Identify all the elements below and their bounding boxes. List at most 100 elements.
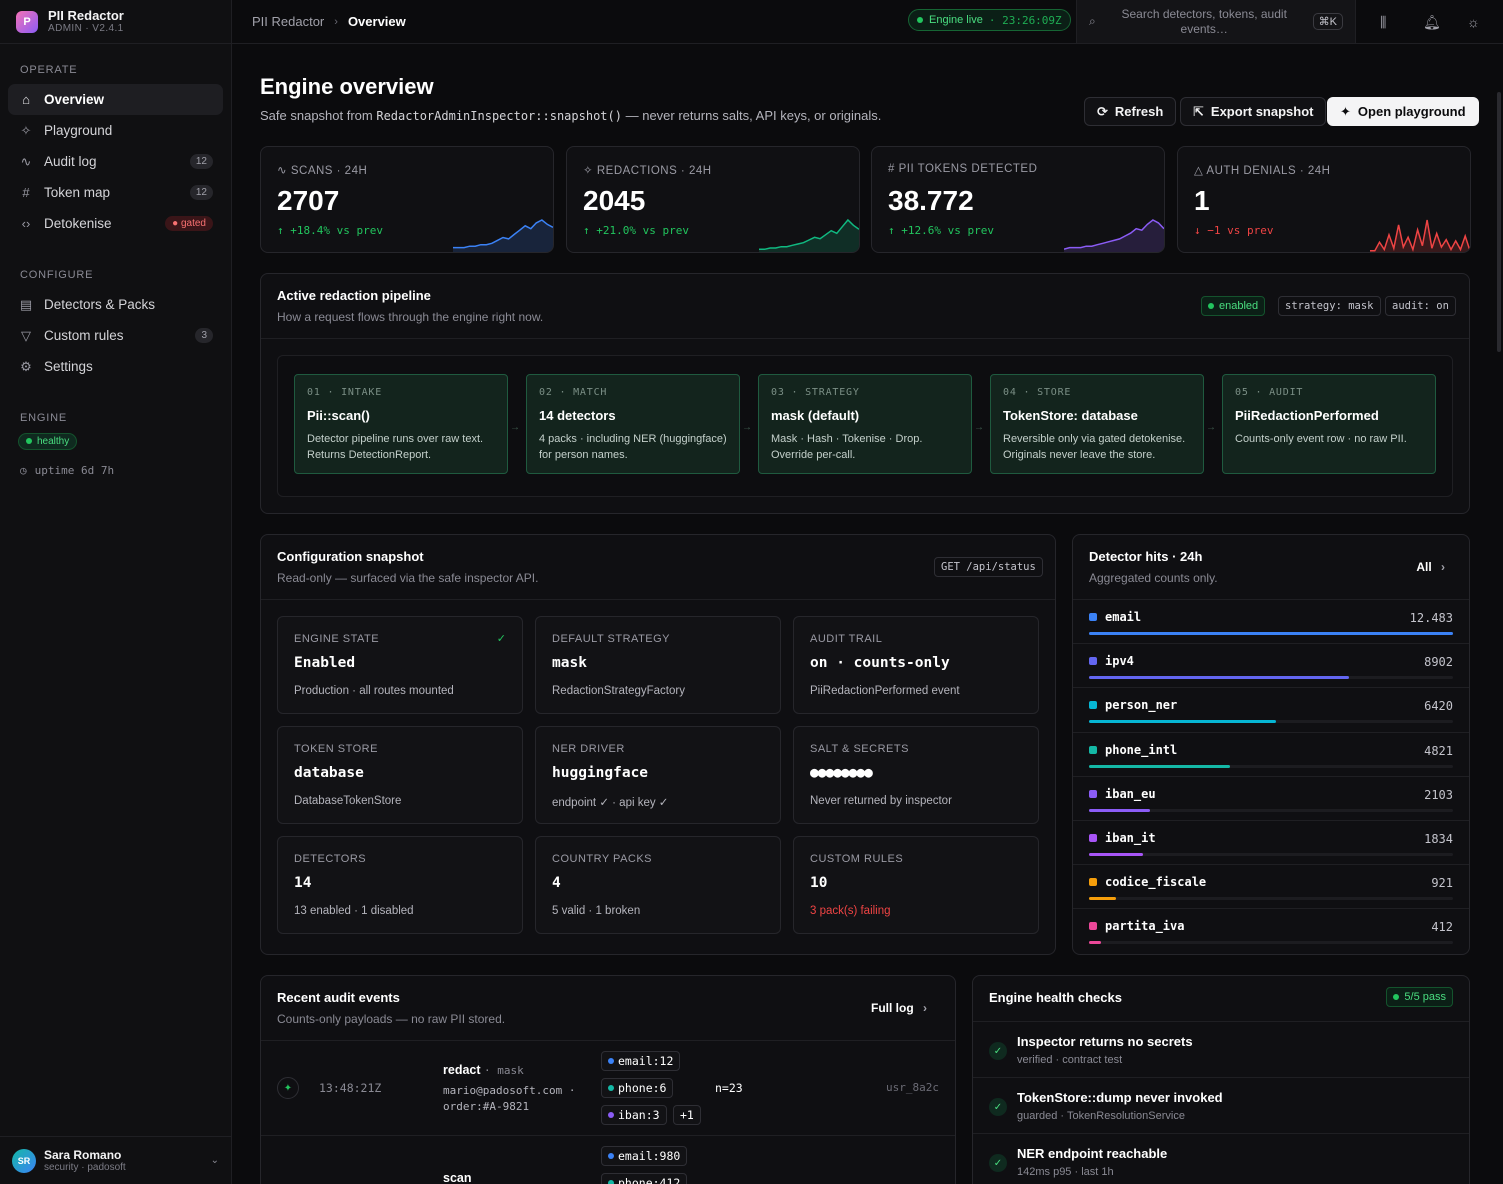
search-input[interactable]: ⌕ Search detectors, tokens, audit events… <box>1076 0 1356 43</box>
card-title: Recent audit events <box>277 990 400 1005</box>
app-logo: P <box>16 10 38 33</box>
sidebar-item-settings[interactable]: ⚙ Settings <box>8 351 223 382</box>
detector-hit-row[interactable]: partita_iva 412 <box>1073 908 1469 952</box>
detector-name: person_ner <box>1105 698 1178 713</box>
count-tag: phone:412 <box>601 1173 688 1184</box>
stat-delta: ↓ −1 vs prev <box>1194 224 1274 237</box>
pipeline-stage-intake[interactable]: 01 · INTAKE Pii::scan() Detector pipeline … <box>294 374 508 474</box>
audit-events-card: Recent audit events Counts-only payloads… <box>260 975 956 1184</box>
sparkline-line <box>453 219 553 249</box>
user-name: Sara Romano <box>44 1148 122 1162</box>
chevron-right-icon: › <box>1441 560 1445 574</box>
filter-all-button[interactable]: All › <box>1416 560 1445 574</box>
health-check-row: ✓ TokenStore::dump never invoked guarded ·… <box>973 1077 1469 1133</box>
filter-icon: ▽ <box>21 327 31 343</box>
sidebar: P PII Redactor ADMIN · V2.4.1 OPERATE ⌂ O… <box>0 0 232 1184</box>
sidebar-item-playground[interactable]: ✧ Playground <box>8 115 223 146</box>
pipeline-stage-audit[interactable]: 05 · AUDIT PiiRedactionPerformed Counts-on… <box>1222 374 1436 474</box>
refresh-button[interactable]: ⟳ Refresh <box>1084 97 1177 126</box>
event-action: redact · mask <box>443 1063 524 1077</box>
sidebar-item-label: Token map <box>44 185 111 200</box>
detector-count: 2103 <box>1424 787 1453 802</box>
bar-track <box>1089 676 1453 680</box>
sun-icon[interactable]: ☼ <box>1467 14 1480 30</box>
engine-live-badge: Engine live · 23:26:09Z <box>908 9 1071 31</box>
card-title: Detector hits · 24h <box>1089 549 1203 564</box>
scrollbar[interactable] <box>1497 92 1501 352</box>
breadcrumb-current: Overview <box>347 14 406 29</box>
event-action: scan <box>443 1171 472 1184</box>
user-menu[interactable]: SR Sara Romano security · padosoft ⌄ <box>0 1136 231 1184</box>
card-subtitle: How a request flows through the engine r… <box>277 310 544 324</box>
refresh-icon: ⟳ <box>1097 103 1108 119</box>
config-card: Configuration snapshot Read-only — surfa… <box>260 534 1056 955</box>
series-swatch <box>1089 878 1097 887</box>
stat-card-tokens: # PII TOKENS DETECTED 38.772 ↑ +12.6% vs… <box>871 146 1165 253</box>
breadcrumb-root[interactable]: PII Redactor <box>252 14 325 29</box>
pipeline-card: Active redaction pipeline How a request … <box>260 273 1470 514</box>
stat-value: 2707 <box>277 185 340 216</box>
arrow-icon: → <box>742 422 752 433</box>
sidebar-item-overview[interactable]: ⌂ Overview <box>8 84 223 115</box>
detector-name: iban_eu <box>1105 786 1156 801</box>
stat-delta: ↑ +12.6% vs prev <box>888 224 994 237</box>
pipeline-stage-store[interactable]: 04 · STORE TokenStore: database Reversible… <box>990 374 1204 474</box>
audit-row[interactable]: scan email:980 phone:412 <box>261 1135 955 1184</box>
stat-label: ✧ REDACTIONS · 24H <box>583 165 712 177</box>
pipeline-stage-strategy[interactable]: 03 · STRATEGY mask (default) Mask · Hash ·… <box>758 374 972 474</box>
export-snapshot-button[interactable]: ⇱ Export snapshot <box>1180 97 1327 126</box>
sparkline-area <box>1064 220 1164 252</box>
check-icon: ✓ <box>989 1042 1007 1060</box>
bar-track <box>1089 764 1453 768</box>
detector-hit-row[interactable]: person_ner 6420 <box>1073 687 1469 731</box>
config-audit-trail: AUDIT TRAIL on · counts-only PiiRedactionP… <box>793 616 1039 714</box>
config-ner-driver: NER DRIVER huggingface endpoint ✓ · api ke… <box>535 726 781 824</box>
sparkline-line <box>1064 219 1164 250</box>
app-version: ADMIN · V2.4.1 <box>48 23 124 34</box>
detector-hit-row[interactable]: iban_it 1834 <box>1073 820 1469 864</box>
detector-hit-row[interactable]: email 12.483 <box>1073 599 1469 643</box>
main-content: Engine overview Safe snapshot from Redac… <box>232 44 1503 1184</box>
stat-value: 38.772 <box>888 185 974 216</box>
external-link-icon: ⇱ <box>1193 103 1204 119</box>
page-subtitle: Safe snapshot from RedactorAdminInspecto… <box>260 108 882 123</box>
bar-track <box>1089 632 1453 635</box>
count-tag: iban:3 <box>601 1105 667 1125</box>
sidebar-item-detokenise[interactable]: ‹› Detokenise ● gated <box>8 208 223 239</box>
detector-hit-row[interactable]: iban_eu 2103 <box>1073 775 1469 820</box>
sidebar-item-audit-log[interactable]: ∿ Audit log 12 <box>8 146 223 177</box>
pipeline-stage-match[interactable]: 02 · MATCH 14 detectors 4 packs · includin… <box>526 374 740 474</box>
search-placeholder: Search detectors, tokens, audit events… <box>1121 6 1287 36</box>
chevron-down-icon[interactable]: ⌄ <box>210 1155 219 1166</box>
sidebar-item-label: Playground <box>44 123 113 138</box>
bar-fill <box>1089 897 1116 901</box>
sparkline <box>759 218 859 252</box>
sidebar-item-custom-rules[interactable]: ▽ Custom rules 3 <box>8 320 223 351</box>
sidebar-item-token-map[interactable]: # Token map 12 <box>8 177 223 208</box>
detector-count: 6420 <box>1424 699 1453 714</box>
health-checks-card: Engine health checks 5/5 pass ✓ Inspector… <box>972 975 1470 1184</box>
detector-hit-row[interactable]: codice_fiscale 921 <box>1073 864 1469 908</box>
chevron-right-icon: › <box>334 15 338 28</box>
detector-count: 8902 <box>1424 655 1453 670</box>
detector-name: partita_iva <box>1105 919 1185 934</box>
config-default-strategy: DEFAULT STRATEGY mask RedactionStrategyFac… <box>535 616 781 714</box>
code-icon: ‹› <box>21 216 31 231</box>
bar-fill <box>1089 941 1101 945</box>
sidebar-item-detectors[interactable]: ▤ Detectors & Packs <box>8 289 223 320</box>
series-swatch <box>1089 657 1097 666</box>
activity-icon: ∿ <box>20 153 32 169</box>
detector-hit-row[interactable]: phone_intl 4821 <box>1073 731 1469 776</box>
series-swatch <box>1089 834 1097 842</box>
open-playground-button[interactable]: ✦ Open playground <box>1327 97 1479 126</box>
full-log-link[interactable]: Full log › <box>871 1001 927 1015</box>
sidebar-item-label: Overview <box>44 92 105 107</box>
bar-fill <box>1089 853 1143 856</box>
audit-row[interactable]: ✦ 13:48:21Z redact · mask mario@padosoft… <box>261 1041 955 1135</box>
columns-icon[interactable]: ⫼ <box>1380 14 1387 30</box>
brand[interactable]: P PII Redactor ADMIN · V2.4.1 <box>0 0 231 44</box>
detector-hit-row[interactable]: ipv4 8902 <box>1073 643 1469 687</box>
bell-icon[interactable]: 🔔︎ <box>1423 14 1441 30</box>
stat-label: ∿ SCANS · 24H <box>277 165 368 177</box>
bar-fill <box>1089 808 1151 812</box>
